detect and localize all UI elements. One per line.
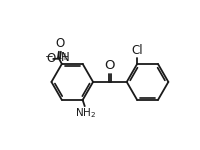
Text: O: O: [47, 52, 56, 65]
Text: −: −: [45, 52, 53, 62]
Text: O: O: [105, 59, 115, 72]
Text: Cl: Cl: [131, 44, 143, 57]
Text: O: O: [55, 37, 64, 50]
Text: NH$_2$: NH$_2$: [75, 106, 96, 120]
Text: +: +: [60, 52, 68, 62]
Text: N: N: [61, 51, 70, 64]
